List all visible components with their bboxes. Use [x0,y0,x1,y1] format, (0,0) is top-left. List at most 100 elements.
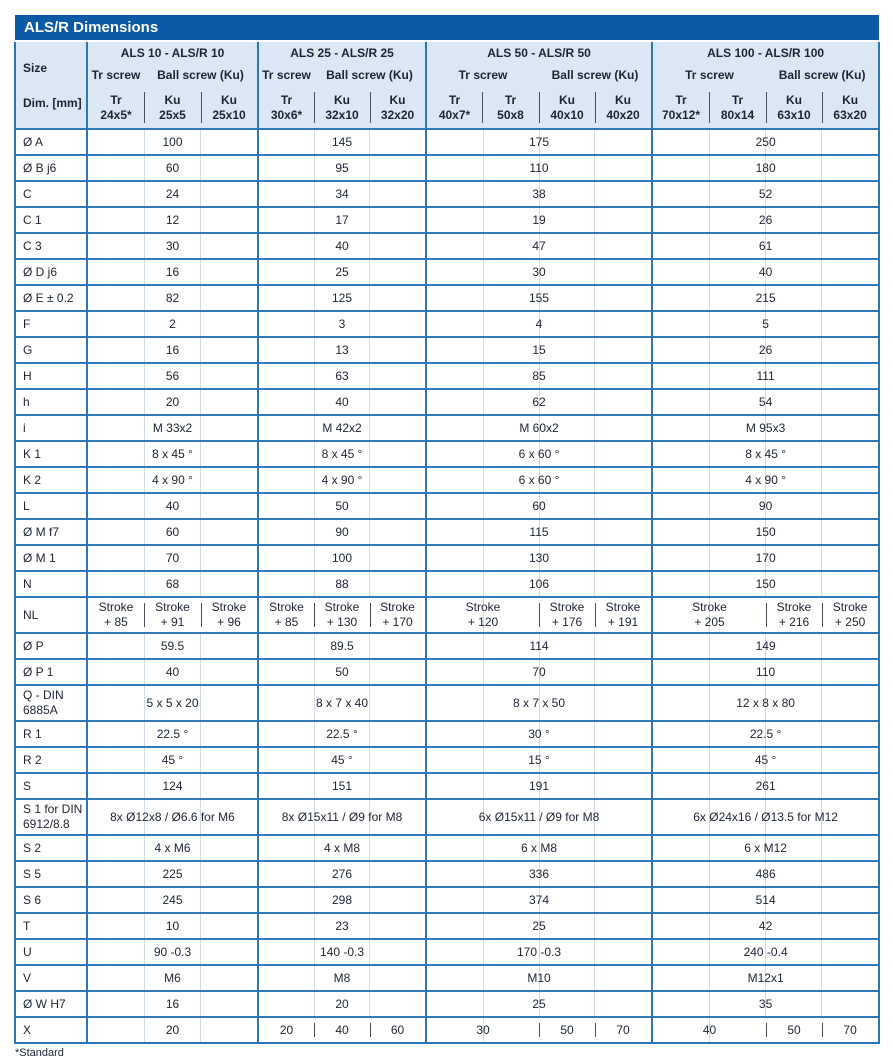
group-header: ALS 10 - ALS/R 10 [86,41,258,65]
dim-value-cell: 170 -0.3 [425,938,652,965]
dim-value-cell: Stroke + 191 [595,596,652,633]
table-row: C 3 30 40 47 61 [14,232,881,259]
dim-value-cell: 26 [650,336,881,363]
group-header-row: Size Dim. [mm] ALS 10 - ALS/R 10 ALS 25 -… [14,41,881,129]
dim-value-cell: M8 [257,964,426,991]
dim-value-cell: 25 [257,258,426,285]
dim-value-cell: 30 [86,232,258,259]
dim-label-cell: NL [14,596,87,633]
table-row: Ø P 1 40 50 70 110 [14,658,881,685]
dim-value-cell: 60 [370,1016,426,1044]
dim-value-cell: 30 ° [425,720,652,747]
dim-value-cell: 70 [595,1016,652,1044]
dim-value-cell: 26 [650,206,881,233]
screw-size-header: Tr 40x7* [425,87,482,129]
dim-value-cell: Stroke + 170 [370,596,426,633]
dim-value-cell: 50 [539,1016,595,1044]
dim-value-cell: 82 [86,284,258,311]
table-row: N 68 88 106 150 [14,570,881,597]
dim-value-cell: 22.5 ° [257,720,426,747]
dim-value-cell: 19 [425,206,652,233]
table-row: R 2 45 ° 45 ° 15 ° 45 ° [14,746,881,773]
dim-label-cell: S 2 [14,834,87,861]
dim-value-cell: 4 [425,310,652,337]
dim-value-cell: 30 [425,258,652,285]
screw-size-header: Ku 63x10 [766,87,822,129]
table-title-bar: ALS/R Dimensions [15,15,880,42]
table-row: H 56 63 85 111 [14,362,881,389]
dim-value-cell: 60 [86,154,258,181]
table-row: Ø M f7 60 90 115 150 [14,518,881,545]
dim-label-cell: Ø A [14,128,87,155]
dim-value-cell: 374 [425,886,652,913]
dim-value-cell: 22.5 ° [86,720,258,747]
dim-value-cell: M10 [425,964,652,991]
dim-value-cell: 8 x 45 ° [257,440,426,467]
dim-label-cell: S [14,772,87,799]
dim-value-cell: 61 [650,232,881,259]
dim-value-cell: 50 [257,658,426,685]
screw-size-header: Ku 63x20 [822,87,881,129]
dim-value-cell: 124 [86,772,258,799]
dim-value-cell: 170 [650,544,881,571]
dim-label-cell: Ø M f7 [14,518,87,545]
screw-type-header-row: Tr screw Ball screw (Ku) Tr screw Ball scre… [15,64,881,88]
dim-label-cell: i [14,414,87,441]
dim-label-cell: K 2 [14,466,87,493]
dim-label-cell: Ø W H7 [14,990,87,1017]
dim-value-cell: 47 [425,232,652,259]
dim-label-cell: N [14,570,87,597]
dim-value-cell: 52 [650,180,881,207]
dim-value-cell: 175 [425,128,652,155]
dim-label-cell: C [14,180,87,207]
dim-value-cell: 16 [86,990,258,1017]
dim-value-cell: 40 [257,388,426,415]
dim-value-cell: 240 -0.4 [650,938,881,965]
dim-value-cell: 100 [257,544,426,571]
dim-value-cell: 38 [425,180,652,207]
screw-size-header: Ku 25x10 [201,87,258,129]
dim-value-cell: 15 ° [425,746,652,773]
table-row: Ø A 100 145 175 250 [14,128,881,155]
dim-label-cell: C 1 [14,206,87,233]
dim-value-cell: Stroke + 250 [822,596,881,633]
dim-value-cell: 4 x 90 ° [650,466,881,493]
dim-value-cell: 70 [86,544,258,571]
dim-value-cell: 250 [650,128,881,155]
dim-value-cell: 125 [257,284,426,311]
dim-value-cell: 111 [650,362,881,389]
dim-value-cell: 115 [425,518,652,545]
dim-label-cell: S 1 for DIN 6912/8.8 [14,798,87,835]
dim-label: Dim. [mm] [23,96,82,110]
group-header: ALS 100 - ALS/R 100 [650,41,881,65]
dim-value-cell: 25 [425,912,652,939]
dim-value-cell: 155 [425,284,652,311]
dim-value-cell: 486 [650,860,881,887]
table-row: Ø D j6 16 25 30 40 [14,258,881,285]
dim-value-cell: 6 x M12 [650,834,881,861]
dim-value-cell: 5 [650,310,881,337]
size-label: Size [23,61,48,75]
screw-size-header: Tr 70x12* [651,87,709,129]
dim-value-cell: Stroke + 91 [144,596,201,633]
group-header: ALS 25 - ALS/R 25 [257,41,426,65]
dim-value-cell: 150 [650,518,881,545]
dim-value-cell: 54 [650,388,881,415]
dim-value-cell: 225 [86,860,258,887]
table-row: h 20 40 62 54 [14,388,881,415]
dim-value-cell: Stroke + 130 [314,596,370,633]
dim-label-cell: R 2 [14,746,87,773]
table-row: R 1 22.5 ° 22.5 ° 30 ° 22.5 ° [14,720,881,747]
dim-value-cell: M6 [86,964,258,991]
dim-value-cell: 20 [257,1016,314,1044]
dim-value-cell: Stroke + 176 [539,596,595,633]
dim-value-cell: 40 [257,232,426,259]
dim-label-cell: F [14,310,87,337]
dim-value-cell: 30 [425,1016,539,1044]
group-header: ALS 50 - ALS/R 50 [425,41,652,65]
dim-value-cell: 6 x 60 ° [425,440,652,467]
dim-value-cell: Stroke + 85 [86,596,144,633]
ball-screw-header: Ball screw (Ku) [144,64,258,88]
dim-value-cell: 514 [650,886,881,913]
